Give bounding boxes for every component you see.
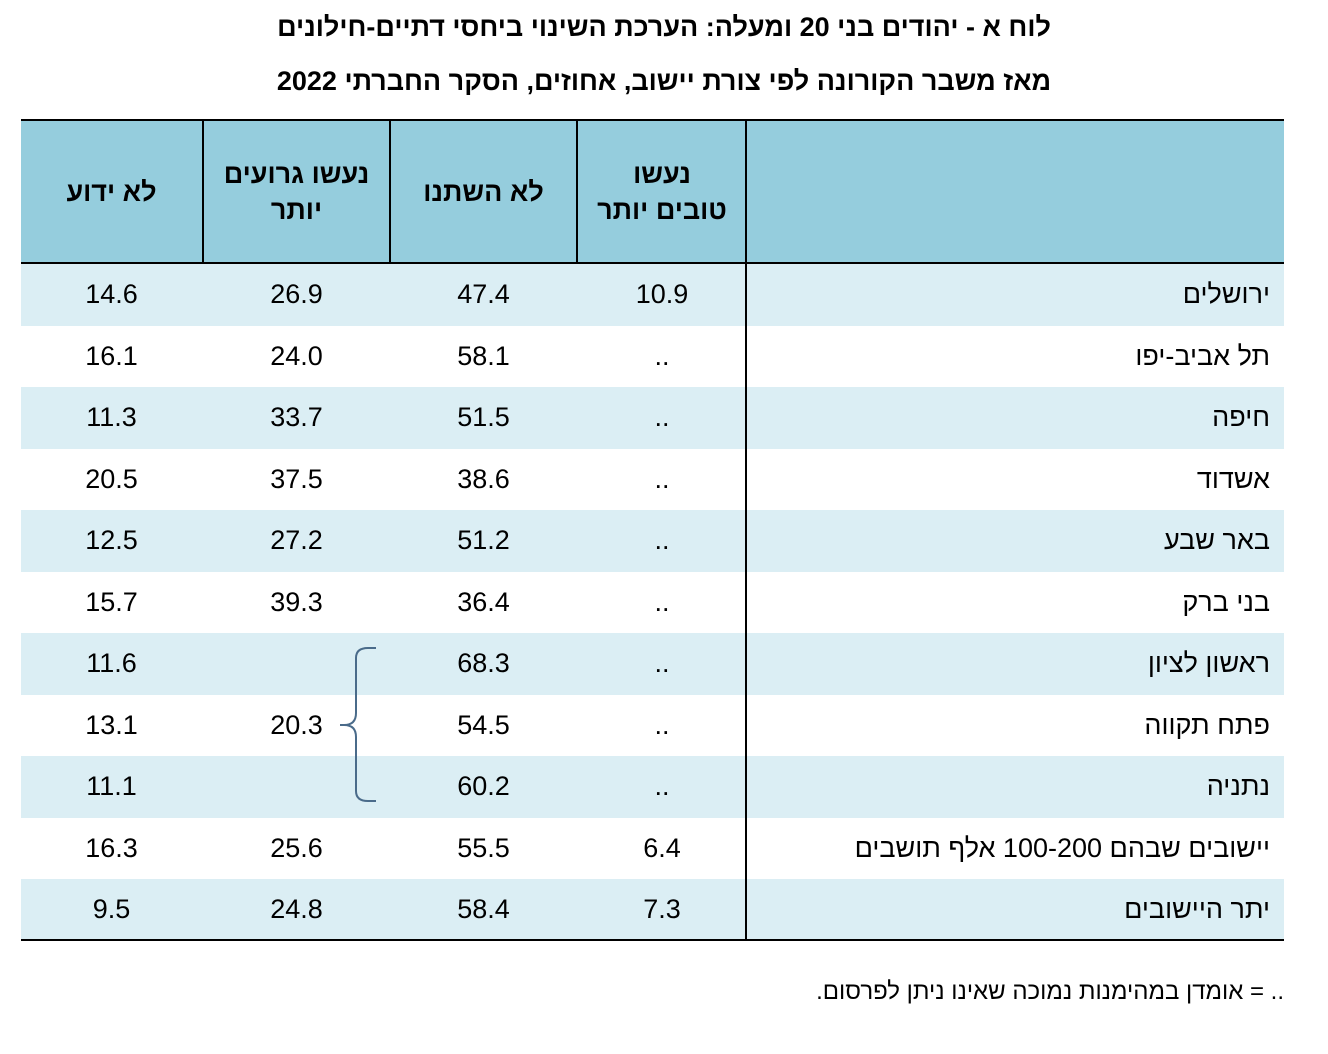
data-table: לא ידוע נעשו גרועים יותר לא השתנו נעשו ט… <box>21 119 1284 941</box>
name-column-divider <box>745 119 747 941</box>
table-row: 16.3 25.6 55.5 6.4 יישובים שבהם 100-200 אלף … <box>21 818 1284 880</box>
cell-unknown: 9.5 <box>92 894 131 925</box>
table-row: 15.7 39.3 36.4.. בני ברק <box>21 572 1284 634</box>
merged-worse-value: 20.3 <box>270 710 323 740</box>
cell-worse: 24.8 <box>270 894 323 925</box>
cell-name: נתניה <box>1206 771 1270 802</box>
cell-better: .. <box>654 709 670 740</box>
cell-worse: 27.2 <box>270 525 323 556</box>
cell-worse: 33.7 <box>270 402 323 433</box>
cell-better: .. <box>654 586 670 617</box>
table-header: לא ידוע נעשו גרועים יותר לא השתנו נעשו ט… <box>21 119 1284 264</box>
cell-unchanged: 54.5 <box>457 709 510 740</box>
cell-unchanged: 55.5 <box>457 832 510 863</box>
cell-better: 7.3 <box>643 894 681 925</box>
cell-unknown: 16.1 <box>85 340 138 371</box>
cell-unchanged: 51.5 <box>457 402 510 433</box>
cell-better: 6.4 <box>643 832 681 863</box>
cell-unknown: 15.7 <box>85 586 138 617</box>
cell-name: יתר היישובים <box>1124 894 1270 925</box>
table-row: 11.6 68.3.. ראשון לציון <box>21 633 1284 695</box>
cell-better: .. <box>654 402 670 433</box>
table-row: 16.1 24.0 58.1.. תל אביב-יפו <box>21 326 1284 388</box>
cell-better: .. <box>654 463 670 494</box>
header-divider <box>389 121 391 264</box>
header-settlement <box>748 121 1284 262</box>
cell-name: תל אביב-יפו <box>1135 340 1270 371</box>
cell-name: חיפה <box>1212 402 1270 433</box>
table-row: 11.1 60.2.. נתניה <box>21 756 1284 818</box>
cell-name: ירושלים <box>1182 279 1270 310</box>
table-row: 13.1 54.5.. פתח תקווה <box>21 695 1284 757</box>
header-worse: נעשו גרועים יותר <box>204 121 389 262</box>
cell-unchanged: 38.6 <box>457 463 510 494</box>
bracket-icon <box>340 647 376 802</box>
table-row: 12.5 27.2 51.2.. באר שבע <box>21 510 1284 572</box>
cell-unchanged: 51.2 <box>457 525 510 556</box>
table-title-line1: לוח א - יהודים בני 20 ומעלה: הערכת השינו… <box>277 12 1051 42</box>
cell-better: 10.9 <box>635 279 689 310</box>
cell-name: אשדוד <box>1196 463 1270 494</box>
cell-unchanged: 60.2 <box>457 771 510 802</box>
cell-unknown: 11.3 <box>86 402 137 433</box>
cell-unknown: 16.3 <box>85 832 138 863</box>
header-divider <box>576 121 578 264</box>
cell-unchanged: 58.4 <box>457 894 510 925</box>
cell-unknown: 12.5 <box>85 525 138 556</box>
cell-name: ראשון לציון <box>1147 648 1270 679</box>
cell-unchanged: 47.4 <box>457 279 510 310</box>
cell-worse: 24.0 <box>270 340 323 371</box>
cell-name: פתח תקווה <box>1144 709 1270 740</box>
table-row: 14.6 26.9 47.4 10.9 ירושלים <box>21 264 1284 326</box>
cell-unknown: 14.6 <box>85 279 138 310</box>
table-row: 11.3 33.7 51.5.. חיפה <box>21 387 1284 449</box>
cell-name: באר שבע <box>1163 525 1270 556</box>
cell-unchanged: 68.3 <box>457 648 510 679</box>
cell-name: יישובים שבהם 100-200 אלף תושבים <box>854 832 1270 863</box>
cell-unknown: 11.1 <box>86 771 137 802</box>
cell-unknown: 11.6 <box>86 648 137 679</box>
table-title-line2: מאז משבר הקורונה לפי צורת יישוב, אחוזים,… <box>276 66 1052 96</box>
cell-worse: 39.3 <box>270 586 323 617</box>
header-unknown: לא ידוע <box>66 176 157 207</box>
table-bottom-border <box>21 939 1284 941</box>
cell-name: בני ברק <box>1182 586 1270 617</box>
cell-better: .. <box>654 340 670 371</box>
footnote: .. = אומדן במהימנות נמוכה שאינו ניתן לפר… <box>816 978 1284 1005</box>
cell-unknown: 20.5 <box>85 463 138 494</box>
header-better-label: נעשו טובים יותר <box>597 158 727 225</box>
header-divider <box>202 121 204 264</box>
cell-better: .. <box>654 525 670 556</box>
cell-unchanged: 36.4 <box>457 586 510 617</box>
table-row: 20.5 37.5 38.6.. אשדוד <box>21 449 1284 511</box>
header-worse-label: נעשו גרועים יותר <box>223 158 370 225</box>
header-better: נעשו טובים יותר <box>578 121 746 262</box>
cell-better: .. <box>654 648 670 679</box>
cell-unknown: 13.1 <box>85 709 138 740</box>
cell-unchanged: 58.1 <box>457 340 510 371</box>
table-row: 9.5 24.8 58.4 7.3 יתר היישובים <box>21 879 1284 941</box>
cell-worse: 25.6 <box>270 832 323 863</box>
cell-better: .. <box>654 771 670 802</box>
cell-worse: 37.5 <box>270 463 323 494</box>
header-unchanged: לא השתנו <box>423 176 544 207</box>
cell-worse: 26.9 <box>270 279 323 310</box>
